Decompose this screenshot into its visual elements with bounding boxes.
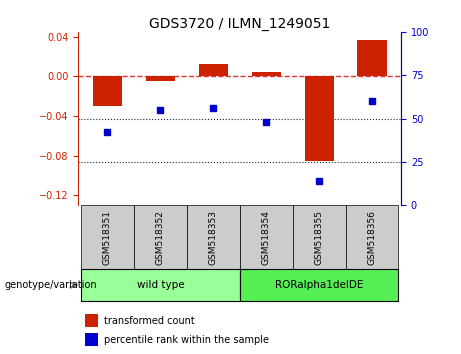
Bar [240,269,398,301]
Bar [93,76,122,106]
Bar [346,205,398,269]
Bar [305,76,334,161]
Text: GSM518356: GSM518356 [367,210,377,265]
Bar [293,205,346,269]
Bar [146,76,175,81]
Text: GSM518353: GSM518353 [209,210,218,265]
Bar [187,205,240,269]
Text: GSM518352: GSM518352 [156,210,165,265]
Bar [81,205,134,269]
Text: RORalpha1delDE: RORalpha1delDE [275,280,363,290]
Bar [357,40,386,76]
Text: GSM518351: GSM518351 [103,210,112,265]
Bar [199,64,228,76]
Text: wild type: wild type [136,280,184,290]
Text: transformed count: transformed count [104,316,195,326]
Text: GSM518355: GSM518355 [314,210,324,265]
Bar [85,314,98,327]
Bar [134,205,187,269]
Text: GSM518354: GSM518354 [262,210,271,265]
Text: percentile rank within the sample: percentile rank within the sample [104,335,269,345]
Bar [240,205,293,269]
Bar [252,73,281,76]
Title: GDS3720 / ILMN_1249051: GDS3720 / ILMN_1249051 [149,17,331,31]
Bar [85,333,98,346]
Bar [81,269,240,301]
Text: genotype/variation: genotype/variation [5,280,97,290]
